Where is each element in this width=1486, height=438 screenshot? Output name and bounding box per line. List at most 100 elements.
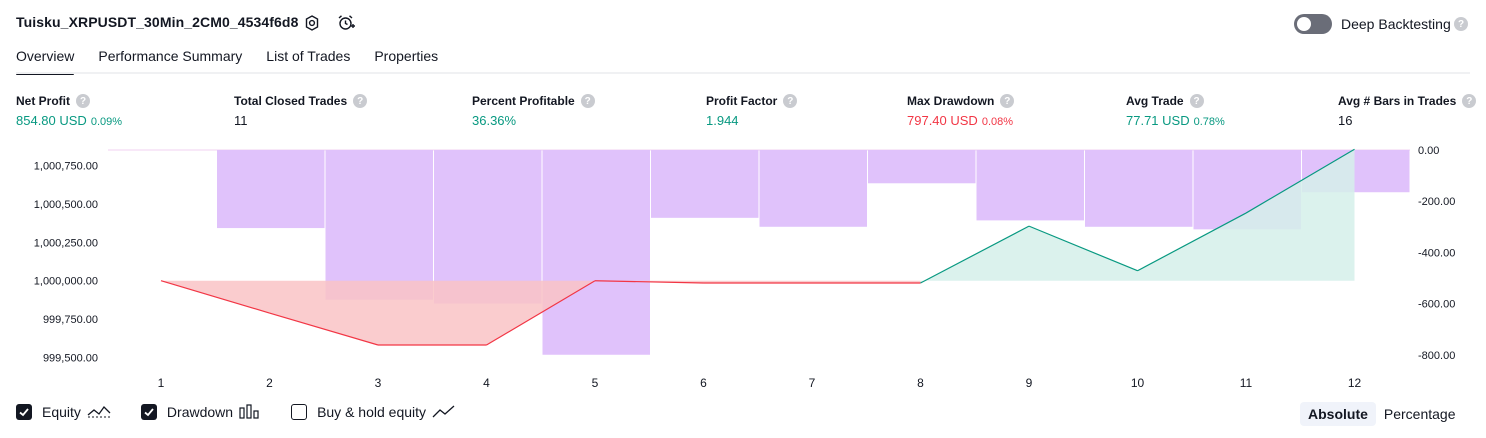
- left-axis-tick: 1,000,000.00: [34, 276, 98, 288]
- drawdown-bar: [217, 150, 325, 229]
- left-axis-tick: 1,000,250.00: [34, 237, 98, 249]
- metric-value: 854.80 USD: [16, 113, 87, 128]
- info-icon[interactable]: ?: [1462, 94, 1477, 108]
- metric-label: Max Drawdown: [907, 94, 995, 108]
- metric-label: Avg Trade: [1126, 94, 1184, 108]
- legend-drawdown[interactable]: Drawdown: [140, 404, 261, 420]
- metric-percent-profitable: Percent Profitable? 36.36%: [472, 94, 595, 128]
- buy-hold-line-icon: [432, 404, 456, 420]
- drawdown-bar: [434, 150, 542, 304]
- equity-fill: [1246, 149, 1355, 281]
- help-icon[interactable]: ?: [1454, 17, 1468, 31]
- x-axis-tick: 8: [917, 376, 924, 390]
- metric-percent: 0.78%: [1193, 116, 1225, 128]
- metric-avg-trade: Avg Trade? 77.71 USD 0.78%: [1126, 94, 1225, 128]
- tab-overview[interactable]: Overview: [16, 48, 75, 75]
- metric-label: Avg # Bars in Trades: [1338, 94, 1457, 108]
- right-axis-tick: -600.00: [1418, 299, 1455, 311]
- equity-line: [1245, 148, 1355, 214]
- info-icon[interactable]: ?: [783, 94, 798, 108]
- drawdown-bar: [759, 150, 867, 227]
- info-icon[interactable]: ?: [1000, 94, 1015, 108]
- metric-value: 797.40 USD: [907, 113, 978, 128]
- x-axis-tick: 3: [375, 376, 382, 390]
- metric-value: 16: [1338, 113, 1353, 128]
- drawdown-bar: [651, 150, 759, 218]
- equity-line: [594, 280, 704, 284]
- equity-line: [269, 312, 379, 346]
- metric-value: 36.36%: [472, 113, 517, 128]
- drawdown-bar: [868, 150, 976, 184]
- equity-line: [160, 280, 270, 314]
- deep-backtesting-toggle[interactable]: [1294, 14, 1332, 34]
- drawdown-bar: [1085, 150, 1193, 227]
- absolute-button[interactable]: Absolute: [1300, 402, 1376, 426]
- equity-fill: [378, 280, 487, 346]
- drawdown-bar: [325, 150, 433, 300]
- tab-bar: Overview Performance Summary List of Tra…: [16, 48, 439, 75]
- x-axis-tick: 12: [1348, 376, 1362, 390]
- equity-line: [1137, 212, 1247, 272]
- x-axis-tick: 1: [158, 376, 165, 390]
- drawdown-bar: [976, 150, 1084, 221]
- strategy-title: Tuisku_XRPUSDT_30Min_2CM0_4534f6d8: [16, 14, 299, 30]
- equity-fill: [1029, 226, 1138, 281]
- left-axis-tick: 1,000,750.00: [34, 160, 98, 172]
- equity-fill: [1137, 213, 1246, 281]
- left-axis-tick: 999,500.00: [43, 353, 98, 365]
- info-icon[interactable]: ?: [1189, 94, 1204, 108]
- metric-total-closed-trades: Total Closed Trades? 11: [234, 94, 368, 128]
- equity-fill: [269, 280, 378, 346]
- metric-max-drawdown: Max Drawdown? 797.40 USD 0.08%: [907, 94, 1015, 128]
- equity-line: [1028, 225, 1138, 272]
- equity-checkbox[interactable]: [16, 404, 32, 420]
- legend-label: Drawdown: [166, 404, 234, 420]
- legend-equity[interactable]: Equity: [16, 404, 111, 420]
- right-axis-tick: -400.00: [1418, 247, 1455, 259]
- tab-divider: [16, 72, 1470, 74]
- info-icon[interactable]: ?: [353, 94, 368, 108]
- metric-value: 1.944: [706, 113, 739, 128]
- x-axis-tick: 4: [483, 376, 490, 390]
- alert-add-icon[interactable]: [336, 13, 356, 33]
- chart-legend: Equity Drawdown Buy & hold equity: [16, 404, 486, 420]
- right-axis-tick: -200.00: [1418, 196, 1455, 208]
- tab-properties[interactable]: Properties: [374, 48, 439, 64]
- drawdown-bars-icon: [239, 404, 261, 420]
- legend-label: Equity: [42, 404, 81, 420]
- info-icon[interactable]: ?: [76, 94, 90, 108]
- tab-performance-summary[interactable]: Performance Summary: [98, 48, 243, 64]
- x-axis-tick: 7: [809, 376, 816, 390]
- metric-value: 77.71 USD: [1126, 113, 1190, 128]
- legend-buy-hold[interactable]: Buy & hold equity: [291, 404, 456, 420]
- equity-line: [920, 225, 1030, 284]
- metric-avg-bars: Avg # Bars in Trades? 16: [1338, 94, 1477, 128]
- metric-label: Total Closed Trades: [234, 94, 348, 108]
- equity-line: [486, 280, 596, 346]
- drawdown-checkbox[interactable]: [140, 404, 157, 420]
- x-axis-tick: 10: [1131, 376, 1145, 390]
- buy-hold-checkbox[interactable]: [291, 404, 308, 420]
- x-axis-tick: 6: [700, 376, 707, 390]
- left-axis-tick: 999,750.00: [43, 314, 98, 326]
- metric-net-profit: Net Profit? 854.80 USD 0.09%: [16, 94, 122, 128]
- x-axis-tick: 11: [1240, 376, 1253, 390]
- info-icon[interactable]: ?: [580, 94, 595, 108]
- metric-percent: 0.08%: [981, 116, 1014, 128]
- metric-percent: 0.09%: [90, 116, 123, 128]
- x-axis-tick: 9: [1026, 376, 1033, 390]
- metric-label: Net Profit: [16, 94, 70, 108]
- left-axis-tick: 1,000,500.00: [34, 199, 98, 211]
- toggle-knob: [1297, 17, 1311, 31]
- metric-label: Percent Profitable: [472, 94, 575, 108]
- metric-label: Profit Factor: [706, 94, 778, 108]
- tab-list-of-trades[interactable]: List of Trades: [266, 48, 351, 64]
- equity-line-icon: [87, 404, 111, 420]
- deep-backtesting-label: Deep Backtesting: [1341, 16, 1451, 32]
- x-axis-tick: 5: [592, 376, 599, 390]
- metric-value: 11: [234, 113, 248, 128]
- metric-profit-factor: Profit Factor? 1.944: [706, 94, 798, 128]
- settings-icon[interactable]: [302, 13, 322, 33]
- percentage-button[interactable]: Percentage: [1383, 406, 1456, 422]
- equity-drawdown-chart[interactable]: 1,000,750.00 1,000,500.00 1,000,250.00 1,00…: [0, 140, 1486, 400]
